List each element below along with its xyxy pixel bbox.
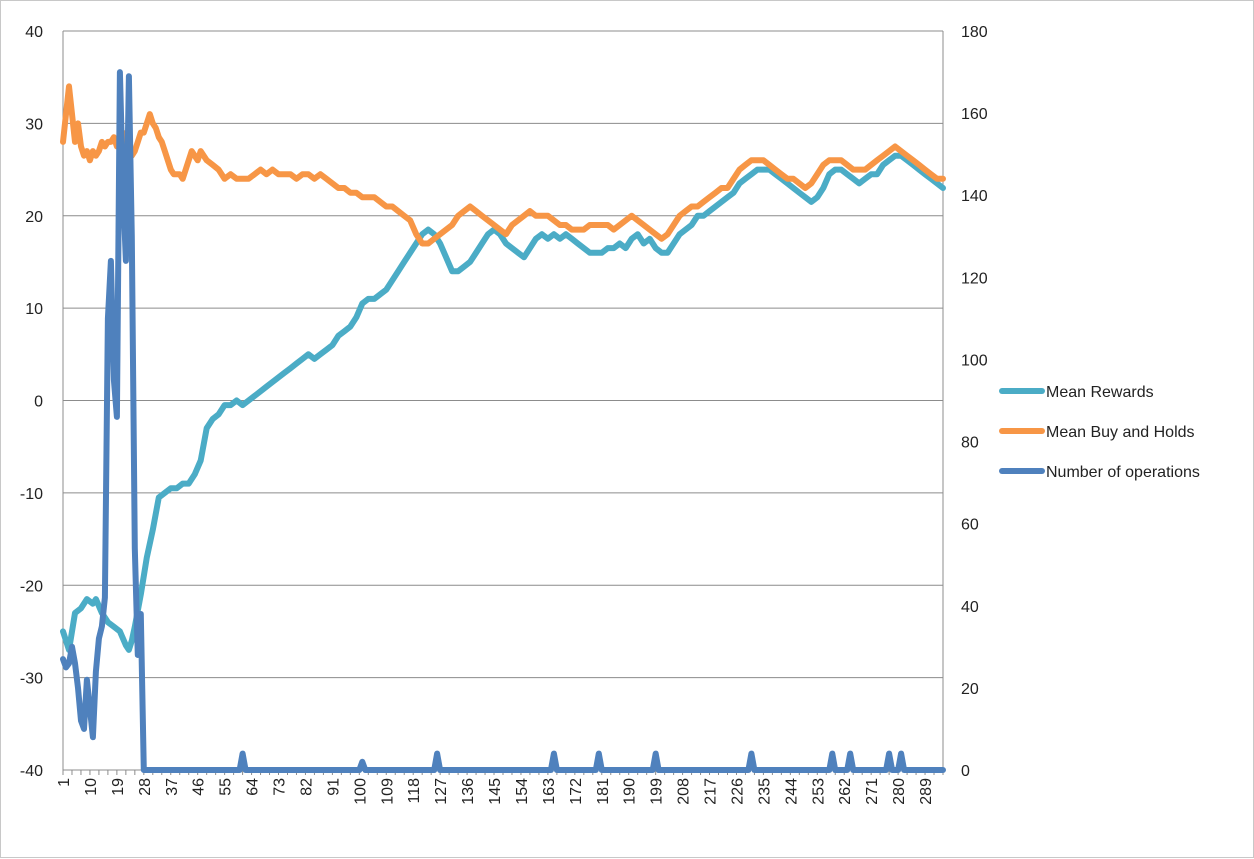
x-tick-label: 55	[218, 778, 235, 796]
y-left-tick-label: -10	[20, 486, 43, 503]
x-tick-label: 82	[298, 778, 315, 796]
x-tick-label: 91	[325, 778, 342, 796]
x-tick-label: 109	[379, 778, 396, 805]
x-tick-label: 64	[245, 778, 262, 796]
x-tick-label: 190	[622, 778, 639, 805]
x-tick-label: 199	[649, 778, 666, 805]
x-tick-label: 208	[676, 778, 693, 805]
x-tick-label: 100	[352, 778, 369, 805]
y-right-tick-label: 80	[961, 435, 979, 452]
x-tick-label: 172	[568, 778, 585, 805]
series-line-number-of-operations	[60, 69, 946, 773]
series-line-mean-rewards	[60, 152, 946, 653]
y-right-tick-label: 0	[961, 763, 970, 780]
x-tick-label: 226	[729, 778, 746, 805]
x-tick-label: 46	[191, 778, 208, 796]
x-tick-label: 127	[433, 778, 450, 805]
series-line-mean-buy-and-holds	[60, 83, 946, 247]
x-tick-label: 118	[406, 778, 423, 804]
x-tick-label: 145	[487, 778, 504, 805]
x-tick-label: 1	[56, 778, 73, 787]
x-tick-label: 253	[810, 778, 827, 805]
x-tick-label: 217	[703, 778, 720, 805]
x-tick-label: 154	[514, 778, 531, 805]
y-left-tick-label: 0	[34, 394, 43, 411]
left-axis: 40 30 20 10 0 -10 -20 -30 -40	[20, 24, 43, 780]
y-left-tick-label: 40	[25, 24, 43, 41]
right-axis: 180 160 140 120 100 80 60 40 20 0	[961, 24, 988, 780]
gridlines	[62, 30, 944, 771]
legend-label: Number of operations	[1046, 464, 1200, 481]
x-tick-label: 163	[541, 778, 558, 805]
legend: Mean Rewards Mean Buy and Holds Number of …	[999, 384, 1200, 481]
y-right-tick-label: 40	[961, 599, 979, 616]
x-tick-label: 244	[783, 778, 800, 805]
x-tick-label: 235	[756, 778, 773, 805]
x-tick-label: 181	[595, 778, 612, 805]
y-right-tick-label: 160	[961, 106, 988, 123]
y-right-tick-label: 100	[961, 352, 988, 369]
y-right-tick-label: 180	[961, 24, 988, 41]
x-tick-label: 262	[837, 778, 854, 805]
y-right-tick-label: 140	[961, 188, 988, 205]
x-tick-label: 37	[164, 778, 181, 796]
y-right-tick-label: 60	[961, 517, 979, 534]
y-left-tick-label: 10	[25, 301, 43, 318]
y-left-tick-label: 30	[25, 116, 43, 133]
x-tick-label: 28	[137, 778, 154, 796]
x-tick-label: 271	[864, 778, 881, 805]
y-right-tick-label: 20	[961, 681, 979, 698]
y-left-tick-label: -30	[20, 671, 43, 688]
series-lines	[60, 69, 946, 773]
y-right-tick-label: 120	[961, 270, 988, 287]
x-tick-label: 19	[110, 778, 127, 796]
x-tick-label: 10	[83, 778, 100, 796]
x-tick-label: 289	[918, 778, 935, 805]
x-tick-label: 280	[891, 778, 908, 805]
legend-label: Mean Rewards	[1046, 384, 1154, 401]
x-axis: 1 10 19 28 37 46 55 64 73 82 91 100 109 118 127 136 145 1…	[56, 770, 944, 805]
y-left-tick-label: 20	[25, 209, 43, 226]
x-tick-label: 73	[272, 778, 289, 796]
y-left-tick-label: -20	[20, 578, 43, 595]
legend-label: Mean Buy and Holds	[1046, 424, 1195, 441]
x-tick-label: 136	[460, 778, 477, 805]
y-left-tick-label: -40	[20, 763, 43, 780]
